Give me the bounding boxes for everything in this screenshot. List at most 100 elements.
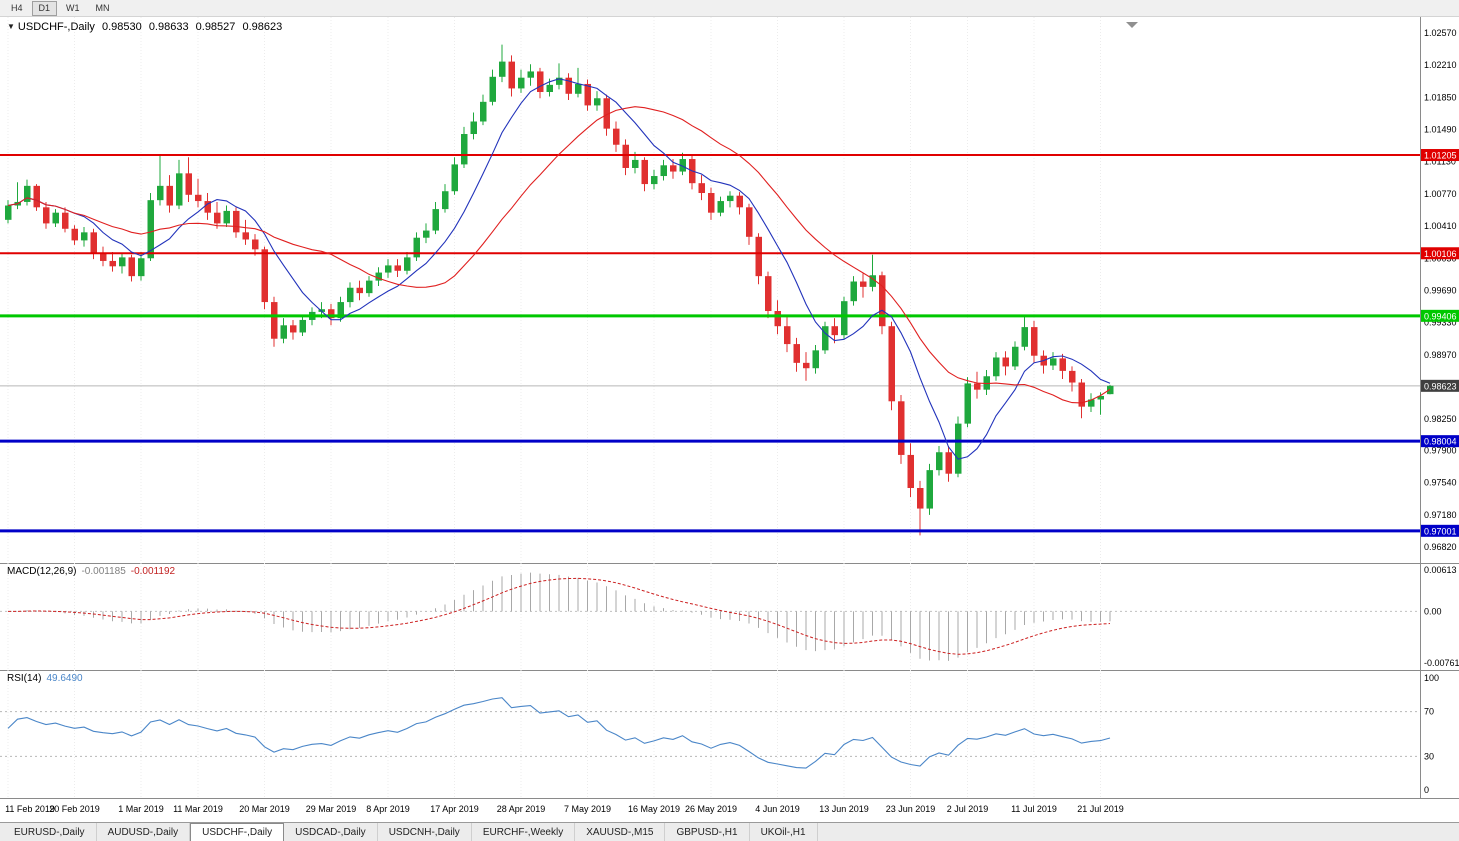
bull-candle xyxy=(822,326,829,351)
period-button-h4[interactable]: H4 xyxy=(4,1,30,16)
bear-candle xyxy=(736,195,743,208)
symbol-tab-eurusd[interactable]: EURUSD-,Daily xyxy=(3,823,97,841)
price-axis-label: 0.96820 xyxy=(1424,542,1457,552)
bull-candle xyxy=(461,134,468,165)
chart-tabs-bar: EURUSD-,Daily AUDUSD-,Daily USDCHF-,Daily U… xyxy=(0,822,1459,841)
bear-candle xyxy=(784,326,791,345)
symbol-tab-eurchf[interactable]: EURCHF-,Weekly xyxy=(472,823,576,841)
bear-candle xyxy=(1069,370,1076,383)
bear-candle xyxy=(1002,357,1009,367)
bull-candle xyxy=(280,325,287,339)
bear-candle xyxy=(71,228,78,241)
period-toolbar: H4 D1 W1 MN xyxy=(0,0,1459,17)
bull-candle xyxy=(375,272,382,281)
date-label: 7 May 2019 xyxy=(564,804,611,814)
date-label: 29 Mar 2019 xyxy=(306,804,357,814)
bull-candle xyxy=(176,173,183,206)
level-price-tag xyxy=(1421,247,1459,260)
bull-candle xyxy=(223,210,230,224)
main-chart-panel[interactable]: 1.02570 1.02210 1.01850 1.01490 1.01130 1.007… xyxy=(0,17,1459,563)
rsi-axis-label: 30 xyxy=(1424,751,1434,761)
date-label: 20 Mar 2019 xyxy=(239,804,290,814)
price-tag-label: 0.99406 xyxy=(1424,311,1457,321)
bear-candle xyxy=(879,275,886,327)
bull-candle xyxy=(1088,399,1095,407)
period-button-w1[interactable]: W1 xyxy=(59,1,87,16)
bull-candle xyxy=(651,176,658,185)
rsi-panel[interactable]: 100 70 30 0 xyxy=(0,670,1459,798)
macd-name: MACD(12,26,9) xyxy=(7,566,77,577)
macd-panel[interactable]: 0.00613 0.00 -0.00761 xyxy=(0,563,1459,670)
bull-candle xyxy=(926,470,933,509)
level-price-tag xyxy=(1421,524,1459,537)
bear-candle xyxy=(394,265,401,271)
price-axis-label: 0.97540 xyxy=(1424,478,1457,488)
symbol-tab-gbpusd[interactable]: GBPUSD-,H1 xyxy=(665,823,750,841)
bull-candle xyxy=(423,230,430,238)
ohlc-open: 0.98530 xyxy=(101,21,142,33)
price-axis-label: 0.98250 xyxy=(1424,414,1457,424)
bull-candle xyxy=(366,280,373,294)
bear-candle xyxy=(1078,382,1085,407)
symbol-tab-audusd[interactable]: AUDUSD-,Daily xyxy=(97,823,191,841)
bull-candle xyxy=(52,212,59,224)
rsi-name: RSI(14) xyxy=(7,673,42,684)
bear-candle xyxy=(271,302,278,339)
rsi-line xyxy=(7,697,1111,769)
bear-candle xyxy=(755,236,762,277)
bear-candle xyxy=(62,212,69,229)
bear-candle xyxy=(917,488,924,509)
bull-candle xyxy=(451,164,458,192)
bull-candle xyxy=(936,452,943,471)
period-button-mn[interactable]: MN xyxy=(89,1,117,16)
date-label: 17 Apr 2019 xyxy=(430,804,479,814)
date-label: 20 Feb 2019 xyxy=(49,804,100,814)
period-button-d1[interactable]: D1 xyxy=(31,0,58,16)
bear-candle xyxy=(204,201,211,213)
bear-candle xyxy=(109,260,116,267)
macd-main-value: -0.001185 xyxy=(81,566,126,577)
symbol-tab-usdchf[interactable]: USDCHF-,Daily xyxy=(190,823,285,841)
price-axis-label: 0.98970 xyxy=(1424,350,1457,360)
symbol-tab-ukoil[interactable]: UKOil-,H1 xyxy=(750,823,818,841)
macd-axis-label: -0.00761 xyxy=(1424,658,1459,668)
symbol-tab-usdcad[interactable]: USDCAD-,Daily xyxy=(284,823,378,841)
bull-candle xyxy=(518,77,525,89)
symbol-tab-usdcnh[interactable]: USDCNH-,Daily xyxy=(378,823,472,841)
bull-candle xyxy=(1107,385,1114,395)
bull-candle xyxy=(527,71,534,78)
bear-candle xyxy=(888,326,895,402)
bear-candle xyxy=(584,83,591,106)
bull-candle xyxy=(575,83,582,94)
bull-candle xyxy=(24,185,31,202)
price-axis-label: 1.02570 xyxy=(1424,28,1457,38)
bear-candle xyxy=(508,61,515,89)
bull-candle xyxy=(717,201,724,213)
ohlc-high: 0.98633 xyxy=(148,21,189,33)
chart-shift-marker-icon[interactable] xyxy=(1126,22,1138,28)
bull-candle xyxy=(499,61,506,77)
bull-candle xyxy=(1050,358,1057,366)
rsi-axis-label: 0 xyxy=(1424,785,1429,795)
price-axis-label: 0.97180 xyxy=(1424,510,1457,520)
date-label: 2 Jul 2019 xyxy=(947,804,989,814)
level-price-tag xyxy=(1421,435,1459,448)
macd-histogram xyxy=(17,572,1111,661)
bull-candle xyxy=(841,301,848,336)
bear-candle xyxy=(860,281,867,287)
collapse-arrow-icon[interactable]: ▼ xyxy=(7,22,15,31)
symbol-tab-xauusd[interactable]: XAUUSD-,M15 xyxy=(575,823,666,841)
bear-candle xyxy=(898,401,905,455)
bear-candle xyxy=(537,71,544,92)
price-axis-label: 0.99330 xyxy=(1424,318,1457,328)
bull-candle xyxy=(480,101,487,122)
bear-candle xyxy=(907,454,914,489)
price-axis-label: 1.01490 xyxy=(1424,125,1457,135)
bear-candle xyxy=(328,309,335,319)
bear-candle xyxy=(43,207,50,224)
bull-candle xyxy=(337,302,344,319)
price-axis-label: 1.02210 xyxy=(1424,60,1457,70)
macd-indicator-label: MACD(12,26,9) -0.001185 -0.001192 xyxy=(7,566,175,577)
